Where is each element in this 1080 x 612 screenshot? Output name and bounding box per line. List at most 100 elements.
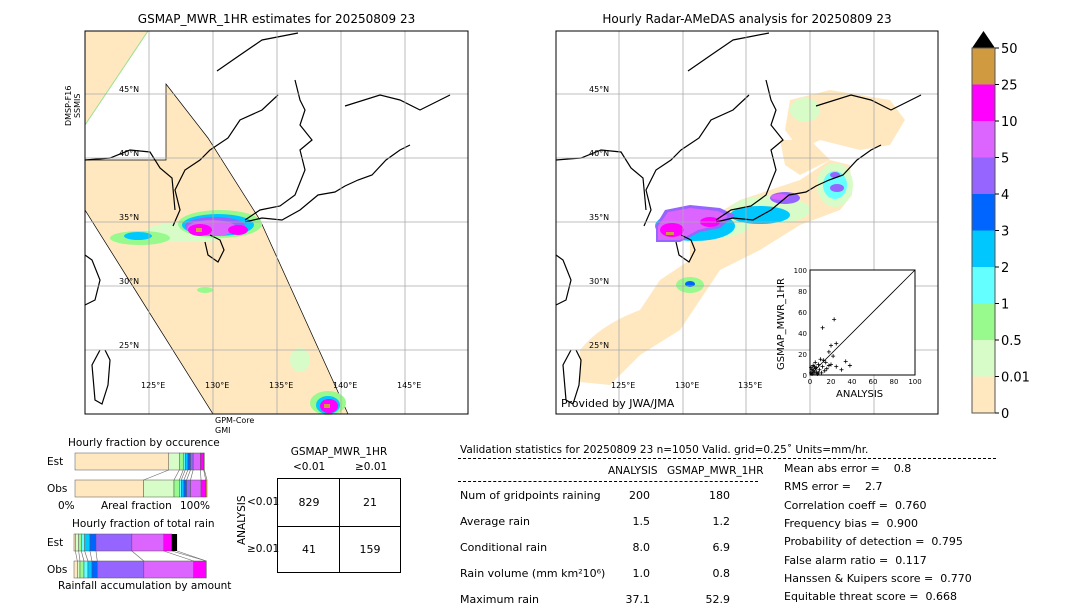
lat-label: 35°N	[119, 213, 140, 222]
row-label: <0.01	[247, 496, 280, 508]
lon-label: 140°E	[333, 381, 358, 390]
colorbar-segment	[972, 194, 995, 231]
colorbar-tick-label: 4	[1001, 188, 1009, 203]
stat-label: Average rain	[460, 515, 530, 528]
sensor-instrument: SSMIS	[73, 93, 82, 119]
colorbar-tick-label: 50	[1001, 42, 1018, 57]
scatter-xtick: 40	[848, 378, 857, 386]
lon-label: 130°E	[205, 381, 230, 390]
colorbar-tick-label: 25	[1001, 79, 1018, 94]
lon-label: 145°E	[397, 381, 422, 390]
scatter-point	[826, 349, 831, 354]
lat-label: 45°N	[119, 85, 140, 94]
bar-label-est: Est	[47, 456, 64, 468]
scatter-point	[823, 360, 828, 365]
scatter-xtick: 20	[827, 378, 836, 386]
scatter-point	[816, 362, 821, 367]
col-label: ≥0.01	[355, 461, 388, 473]
contingency-table: 829 21 41 159	[277, 478, 401, 573]
right-map: 0 20 40 60 80 100 0 20 40 60 80 100	[555, 30, 939, 415]
axis-label: Rainfall accumulation by amount	[58, 580, 232, 592]
colorbar: 0 0.01 0.5 1 2 3 4 5 10 25 50	[971, 31, 1030, 422]
score: Probability of detection = 0.795	[784, 535, 963, 549]
colorbar-segment	[972, 303, 995, 340]
stat-gsmap: 1.2	[712, 515, 731, 528]
stat-analysis: 8.0	[632, 541, 651, 554]
colorbar-tick-label: 1	[1001, 298, 1009, 313]
sensor-instrument: GMI	[215, 426, 231, 435]
scatter-ytick: 80	[798, 288, 807, 296]
scatter-xtick: 60	[869, 378, 878, 386]
colorbar-segment	[972, 157, 995, 194]
colorbar-segment	[972, 267, 995, 304]
sensor-label-dmsp: DMSP-F16 SSMIS	[64, 86, 82, 126]
left-map	[84, 30, 469, 415]
lat-label: 40°N	[589, 149, 610, 158]
colorbar-segment	[972, 121, 995, 158]
score: False alarm ratio = 0.117	[784, 553, 927, 567]
bar-label-est: Est	[47, 537, 64, 549]
sensor-name: DMSP-F16	[64, 85, 73, 126]
scatter-point	[813, 360, 818, 365]
scatter-point	[832, 317, 837, 322]
colorbar-segment	[972, 340, 995, 377]
scatter-point	[847, 363, 852, 368]
scatter-point	[829, 343, 833, 348]
axis-max-label: 100%	[180, 500, 211, 512]
scatter-ytick: 20	[798, 351, 807, 359]
stat-analysis: 200	[629, 489, 650, 502]
scatter-ytick: 60	[798, 309, 807, 317]
scatter-point	[817, 367, 822, 372]
scatter-point	[816, 370, 821, 375]
stat-analysis: 1.5	[632, 515, 651, 528]
cell-hit: 159	[359, 543, 381, 556]
cell-hits-none: 829	[298, 496, 320, 509]
scatter-point	[821, 358, 826, 363]
colorbar-extend-arrow	[972, 31, 995, 48]
scatter-xtick: 0	[808, 378, 812, 386]
stat-label: Conditional rain	[460, 541, 548, 554]
score: Hanssen & Kuipers score = 0.770	[784, 571, 972, 585]
axis-label: Areal fraction	[101, 500, 172, 512]
scatter-point	[811, 363, 816, 368]
scatter-point	[834, 341, 839, 346]
axis-min-label: 0%	[58, 500, 75, 512]
stat-label: Rain volume (mm km²10⁶)	[460, 567, 606, 580]
lon-label: 125°E	[141, 381, 166, 390]
scatter-inset: 0 20 40 60 80 100 0 20 40 60 80 100	[794, 267, 922, 386]
contingency-title: GSMAP_MWR_1HR	[290, 446, 388, 458]
lat-label: 30°N	[589, 277, 610, 286]
sensor-name: GPM-Core	[215, 416, 255, 425]
scatter-point	[812, 370, 817, 375]
stat-analysis: 1.0	[632, 567, 651, 580]
score: Correlation coeff = 0.760	[784, 498, 927, 512]
scatter-xtick: 80	[890, 378, 899, 386]
colorbar-tick-label: 0	[1001, 407, 1009, 422]
lat-label: 35°N	[589, 213, 610, 222]
colorbar-tick-label: 10	[1001, 115, 1018, 130]
cell-false-alarm: 21	[363, 496, 377, 509]
scatter-point	[820, 325, 825, 330]
scatter-ytick: 0	[803, 372, 807, 380]
col-gsmap: GSMAP_MWR_1HR	[667, 465, 764, 477]
scatter-point	[829, 362, 833, 367]
scatter-xtick: 100	[908, 378, 921, 386]
colorbar-segment	[972, 48, 995, 85]
colorbar-segment	[972, 230, 995, 267]
lat-label: 40°N	[119, 149, 140, 158]
lat-label: 25°N	[119, 341, 140, 350]
colorbar-segment	[972, 84, 995, 121]
stat-gsmap: 52.9	[705, 593, 731, 606]
colorbar-tick-label: 5	[1001, 152, 1009, 167]
total-rain-title: Hourly fraction of total rain	[72, 518, 215, 530]
left-rain-areas	[110, 210, 346, 415]
lat-label: 25°N	[589, 341, 610, 350]
bar-label-obs: Obs	[47, 564, 68, 576]
scatter-point	[834, 364, 839, 369]
stat-gsmap: 180	[709, 489, 730, 502]
scatter-point	[810, 367, 815, 372]
scatter-point	[843, 359, 848, 364]
colorbar-segment	[972, 376, 995, 413]
scatter-point	[820, 364, 825, 369]
